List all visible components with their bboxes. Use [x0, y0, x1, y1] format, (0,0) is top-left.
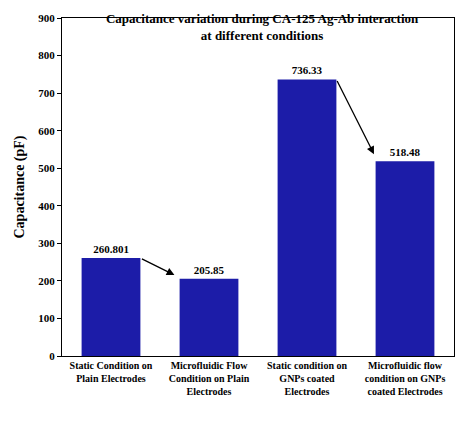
svg-text:Microfluidic FlowCondition on: Microfluidic FlowCondition on PlainElect… — [169, 360, 250, 397]
svg-text:700: 700 — [38, 87, 55, 99]
svg-text:500: 500 — [38, 162, 55, 174]
svg-text:Microfluidic flowcondition on: Microfluidic flowcondition on GNPscoated… — [365, 360, 446, 397]
svg-text:600: 600 — [38, 125, 55, 137]
svg-text:518.48: 518.48 — [390, 146, 421, 158]
svg-text:260.801: 260.801 — [93, 243, 129, 255]
svg-text:900: 900 — [38, 12, 55, 24]
svg-text:100: 100 — [38, 312, 55, 324]
svg-text:400: 400 — [38, 200, 55, 212]
svg-text:205.85: 205.85 — [194, 264, 225, 276]
svg-text:0: 0 — [49, 350, 55, 362]
svg-text:Capacitance variation during C: Capacitance variation during CA-125 Ag-A… — [106, 11, 419, 43]
svg-text:736.33: 736.33 — [292, 64, 323, 76]
svg-text:300: 300 — [38, 237, 55, 249]
svg-text:800: 800 — [38, 49, 55, 61]
svg-text:Capacitance (pF): Capacitance (pF) — [12, 135, 28, 238]
svg-text:Static condition onGNPs coated: Static condition onGNPs coatedElectrodes — [267, 360, 347, 397]
svg-text:200: 200 — [38, 275, 55, 287]
svg-text:Static Condition onPlain Elect: Static Condition onPlain Electrodes — [70, 360, 153, 384]
